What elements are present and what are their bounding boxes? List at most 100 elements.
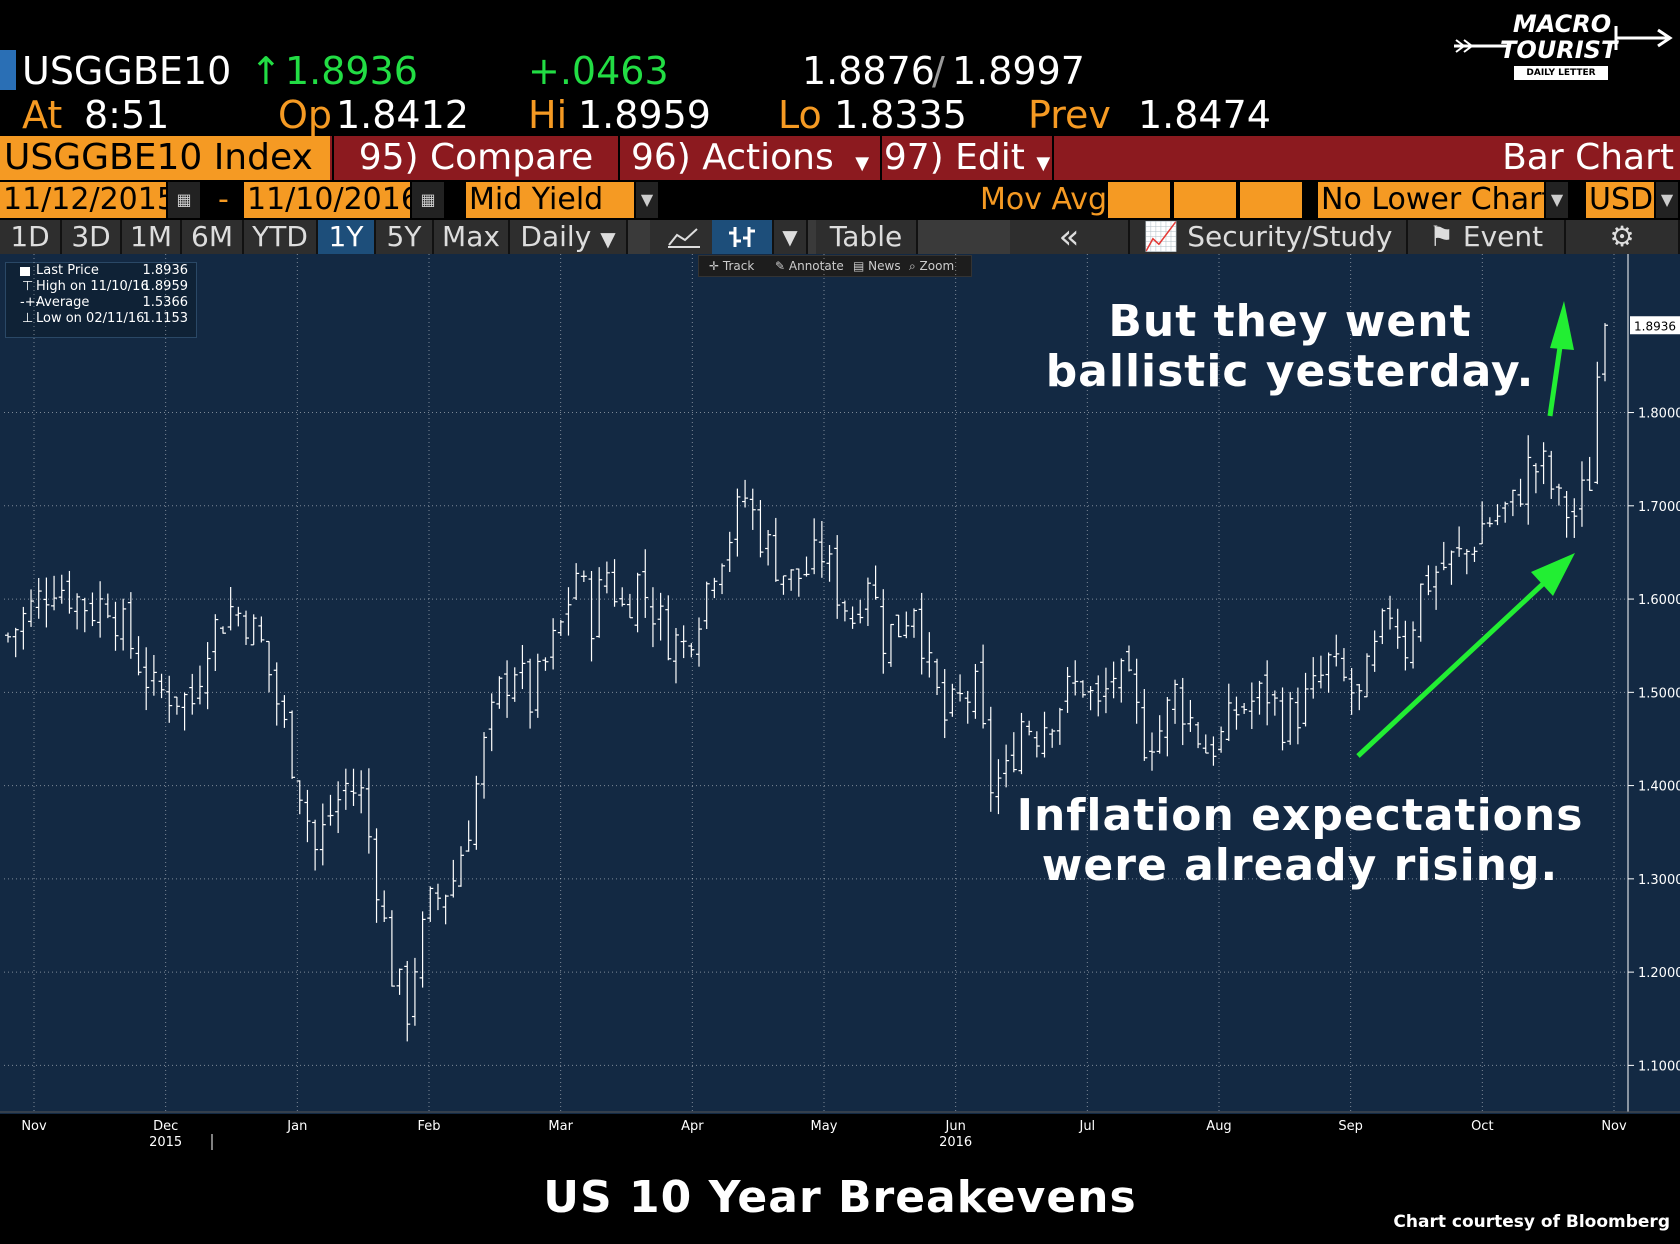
open-label: Op: [278, 93, 333, 137]
quote-ask: 1.8997: [952, 49, 1085, 93]
x-tick-label: Dec: [153, 1119, 178, 1134]
prev-label: Prev: [1028, 93, 1111, 137]
x-tick-label: Nov: [21, 1119, 47, 1134]
legend-last-price-value: 1.8936: [142, 263, 189, 278]
edit-button[interactable]: 97) Edit ▼: [880, 136, 1052, 180]
calendar-icon[interactable]: ▦: [412, 182, 444, 218]
macro-tourist-logo: MACRO TOURIST DAILY LETTER: [1452, 8, 1674, 88]
annotation-bottom-line2: were already rising.: [1041, 840, 1559, 891]
high-marker-icon: ⊤: [22, 279, 34, 294]
mov-avg-label: Mov Avg: [980, 182, 1108, 217]
chevron-down-icon: ▼: [600, 227, 616, 251]
actions-button[interactable]: 96) Actions ▼: [618, 136, 880, 180]
chart-legend: Last Price 1.8936 ⊤ High on 11/10/16 1.8959…: [5, 262, 197, 338]
line-chart-icon[interactable]: [650, 220, 720, 254]
legend-average-value: 1.5366: [142, 295, 189, 310]
period-ytd[interactable]: YTD: [244, 220, 318, 254]
collapse-button[interactable]: «: [1010, 220, 1130, 254]
news-tool[interactable]: ▤ News: [853, 259, 901, 273]
mov-avg-field-3[interactable]: [1240, 182, 1302, 218]
quote-change: +.0463: [528, 49, 669, 93]
legend-last-price-label: Last Price: [36, 263, 99, 278]
study-chart-icon: 📈: [1143, 220, 1179, 253]
security-field[interactable]: USGGBE10 Index: [0, 136, 330, 180]
high-label: Hi: [528, 93, 568, 137]
annotate-label: Annotate: [788, 259, 844, 273]
chart-tool-strip: ✛ Track ✎ Annotate ▤ News ⌕ Zoom: [698, 255, 972, 277]
event-button[interactable]: ⚑ Event: [1408, 220, 1566, 254]
chart-type-label: Bar Chart: [1052, 136, 1674, 180]
x-tick-label: Nov: [1601, 1119, 1627, 1134]
quote-ticker: USGGBE10: [22, 49, 232, 93]
bar-chart-icon[interactable]: [712, 220, 774, 254]
quote-open: 1.8412: [336, 93, 469, 137]
legend-low: ⊥ Low on 02/11/16 1.1153: [6, 311, 196, 327]
legend-low-value: 1.1153: [142, 311, 189, 326]
period-1y[interactable]: 1Y: [318, 220, 376, 254]
x-tick-label: Jun: [945, 1119, 966, 1134]
period-6m[interactable]: 6M: [182, 220, 244, 254]
flag-icon: ⚑: [1428, 220, 1454, 253]
zoom-label: Zoom: [919, 259, 955, 273]
annotation-top-line2: ballistic yesterday.: [1045, 346, 1535, 397]
x-tick-label: Apr: [681, 1119, 704, 1134]
compare-button[interactable]: 95) Compare: [332, 136, 618, 180]
event-label: Event: [1462, 220, 1544, 253]
gear-icon[interactable]: ⚙: [1566, 220, 1680, 254]
legend-low-label: Low on 02/11/16: [36, 311, 145, 326]
arrow-icon: [1454, 26, 1673, 53]
mov-avg-field-2[interactable]: [1174, 182, 1236, 218]
legend-average-label: Average: [36, 295, 90, 310]
legend-last-price: Last Price 1.8936: [6, 263, 196, 279]
x-tick-label: Sep: [1338, 1119, 1363, 1134]
period-5y[interactable]: 5Y: [376, 220, 434, 254]
date-dash: -: [218, 182, 229, 217]
security-study-button[interactable]: 📈 Security/Study: [1130, 220, 1408, 254]
quote-low: 1.8335: [834, 93, 967, 137]
low-label: Lo: [778, 93, 822, 137]
quote-time: 8:51: [84, 93, 170, 137]
legend-high: ⊤ High on 11/10/16 1.8959: [6, 279, 196, 295]
currency-select[interactable]: USD: [1586, 182, 1654, 218]
chevron-down-icon: ▼: [855, 153, 870, 174]
quote-prev: 1.8474: [1138, 93, 1271, 137]
chevron-down-icon[interactable]: ▼: [1656, 182, 1678, 218]
x-tick-label: Jan: [286, 1119, 307, 1134]
period-3d[interactable]: 3D: [62, 220, 122, 254]
chevron-down-icon[interactable]: ▼: [774, 220, 808, 254]
field-select[interactable]: Mid Yield: [466, 182, 634, 218]
start-date-field[interactable]: 11/12/2015: [0, 182, 176, 218]
annotation-top-line1: But they went: [1108, 296, 1472, 347]
chevron-down-icon[interactable]: ▼: [1546, 182, 1568, 218]
mov-avg-field-1[interactable]: [1108, 182, 1170, 218]
news-label: News: [868, 259, 901, 273]
quote-high: 1.8959: [578, 93, 711, 137]
logo-line3: DAILY LETTER: [1514, 66, 1608, 80]
legend-swatch: [20, 267, 30, 276]
at-label: At: [22, 93, 63, 137]
x-year-label: 2016: [939, 1135, 972, 1150]
quote-sep: /: [932, 49, 945, 93]
x-tick-label: Oct: [1471, 1119, 1493, 1134]
x-tick-label: Mar: [548, 1119, 573, 1134]
track-tool[interactable]: ✛ Track: [709, 259, 755, 273]
annotation-bottom-line1: Inflation expectations: [1016, 790, 1584, 841]
period-1d[interactable]: 1D: [0, 220, 62, 254]
track-label: Track: [722, 259, 755, 273]
frequency-select[interactable]: Daily ▼: [510, 220, 628, 254]
annotate-tool[interactable]: ✎ Annotate: [775, 259, 844, 273]
quote-last: 1.8936: [285, 49, 418, 93]
table-button[interactable]: Table: [816, 220, 918, 254]
zoom-tool[interactable]: ⌕ Zoom: [909, 259, 955, 273]
end-date-field[interactable]: 11/10/2016: [244, 182, 420, 218]
period-max[interactable]: Max: [434, 220, 510, 254]
lower-chart-select[interactable]: No Lower Chart: [1318, 182, 1553, 218]
chevron-down-icon: ▼: [1036, 153, 1051, 174]
x-tick-label: Aug: [1206, 1119, 1231, 1134]
low-marker-icon: ⊥: [22, 311, 34, 326]
logo-line1: MACRO: [1512, 10, 1612, 38]
x-tick-label: Feb: [417, 1119, 440, 1134]
calendar-icon[interactable]: ▦: [168, 182, 200, 218]
period-1m[interactable]: 1M: [122, 220, 182, 254]
chevron-down-icon[interactable]: ▼: [636, 182, 658, 218]
